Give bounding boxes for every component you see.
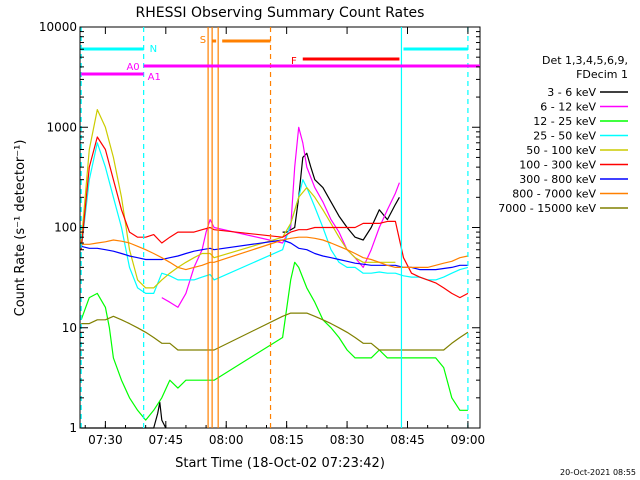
annotation-label-f: F xyxy=(291,56,297,67)
axes-layer: 07:30 07:45 08:00 08:15 08:30 08:45 09:00 1 10 10… xyxy=(39,20,485,447)
legend-label-2: 12 - 25 keV xyxy=(533,115,596,128)
vline-layer xyxy=(80,27,469,428)
series-line-1 xyxy=(161,126,400,308)
legend: Det 1,3,4,5,6,9, FDecim 1 3 - 6 keV 6 - 1… xyxy=(498,54,628,215)
x-axis-label: Start Time (18-Oct-02 07:23:42) xyxy=(175,456,385,471)
y-tick-label-3: 1000 xyxy=(46,120,77,134)
series-line-5 xyxy=(80,136,469,299)
series-line-4 xyxy=(80,109,396,289)
legend-label-1: 6 - 12 keV xyxy=(540,101,596,114)
plot-area xyxy=(79,26,481,429)
x-tick-label-2: 08:00 xyxy=(209,433,244,447)
x-tick-label-1: 07:45 xyxy=(149,433,184,447)
y-tick-label-0: 1 xyxy=(69,421,77,435)
series-line-6 xyxy=(81,239,468,271)
legend-label-8: 7000 - 15000 keV xyxy=(498,202,596,215)
x-tick-label-6: 09:00 xyxy=(451,433,486,447)
annotation-layer: N S F A0 A1 xyxy=(81,35,480,83)
annotation-label-a0: A0 xyxy=(126,62,139,73)
legend-label-7: 800 - 7000 keV xyxy=(512,188,596,201)
series-line-8 xyxy=(81,312,469,351)
x-tick-label-4: 08:30 xyxy=(330,433,365,447)
legend-header-1: Det 1,3,4,5,6,9, xyxy=(542,54,628,67)
chart-title: RHESSI Observing Summary Count Rates xyxy=(136,5,425,21)
series-line-0 xyxy=(81,152,400,429)
annotation-label-n: N xyxy=(150,44,157,55)
y-tick-label-4: 10000 xyxy=(39,20,77,34)
series-line-2 xyxy=(80,261,468,421)
annotation-label-s: S xyxy=(200,35,206,46)
legend-label-6: 300 - 800 keV xyxy=(519,173,596,186)
annotation-label-a1: A1 xyxy=(148,72,161,83)
footer-timestamp: 20-Oct-2021 08:55 xyxy=(560,468,636,477)
series-layer xyxy=(80,109,469,429)
legend-label-4: 50 - 100 keV xyxy=(526,144,596,157)
x-tick-label-3: 08:15 xyxy=(269,433,304,447)
legend-header-2: FDecim 1 xyxy=(576,68,628,81)
y-axis-label: Count Rate (s⁻¹ detector⁻¹) xyxy=(13,140,28,317)
y-tick-label-2: 100 xyxy=(54,221,77,235)
x-tick-label-0: 07:30 xyxy=(88,433,123,447)
legend-label-5: 100 - 300 keV xyxy=(519,159,596,172)
y-tick-label-1: 10 xyxy=(62,321,77,335)
series-line-3 xyxy=(80,142,469,294)
series-line-7 xyxy=(81,236,469,271)
legend-label-0: 3 - 6 keV xyxy=(547,86,596,99)
x-tick-label-5: 08:45 xyxy=(390,433,425,447)
legend-label-3: 25 - 50 keV xyxy=(533,130,596,143)
plot-frame xyxy=(79,26,481,429)
